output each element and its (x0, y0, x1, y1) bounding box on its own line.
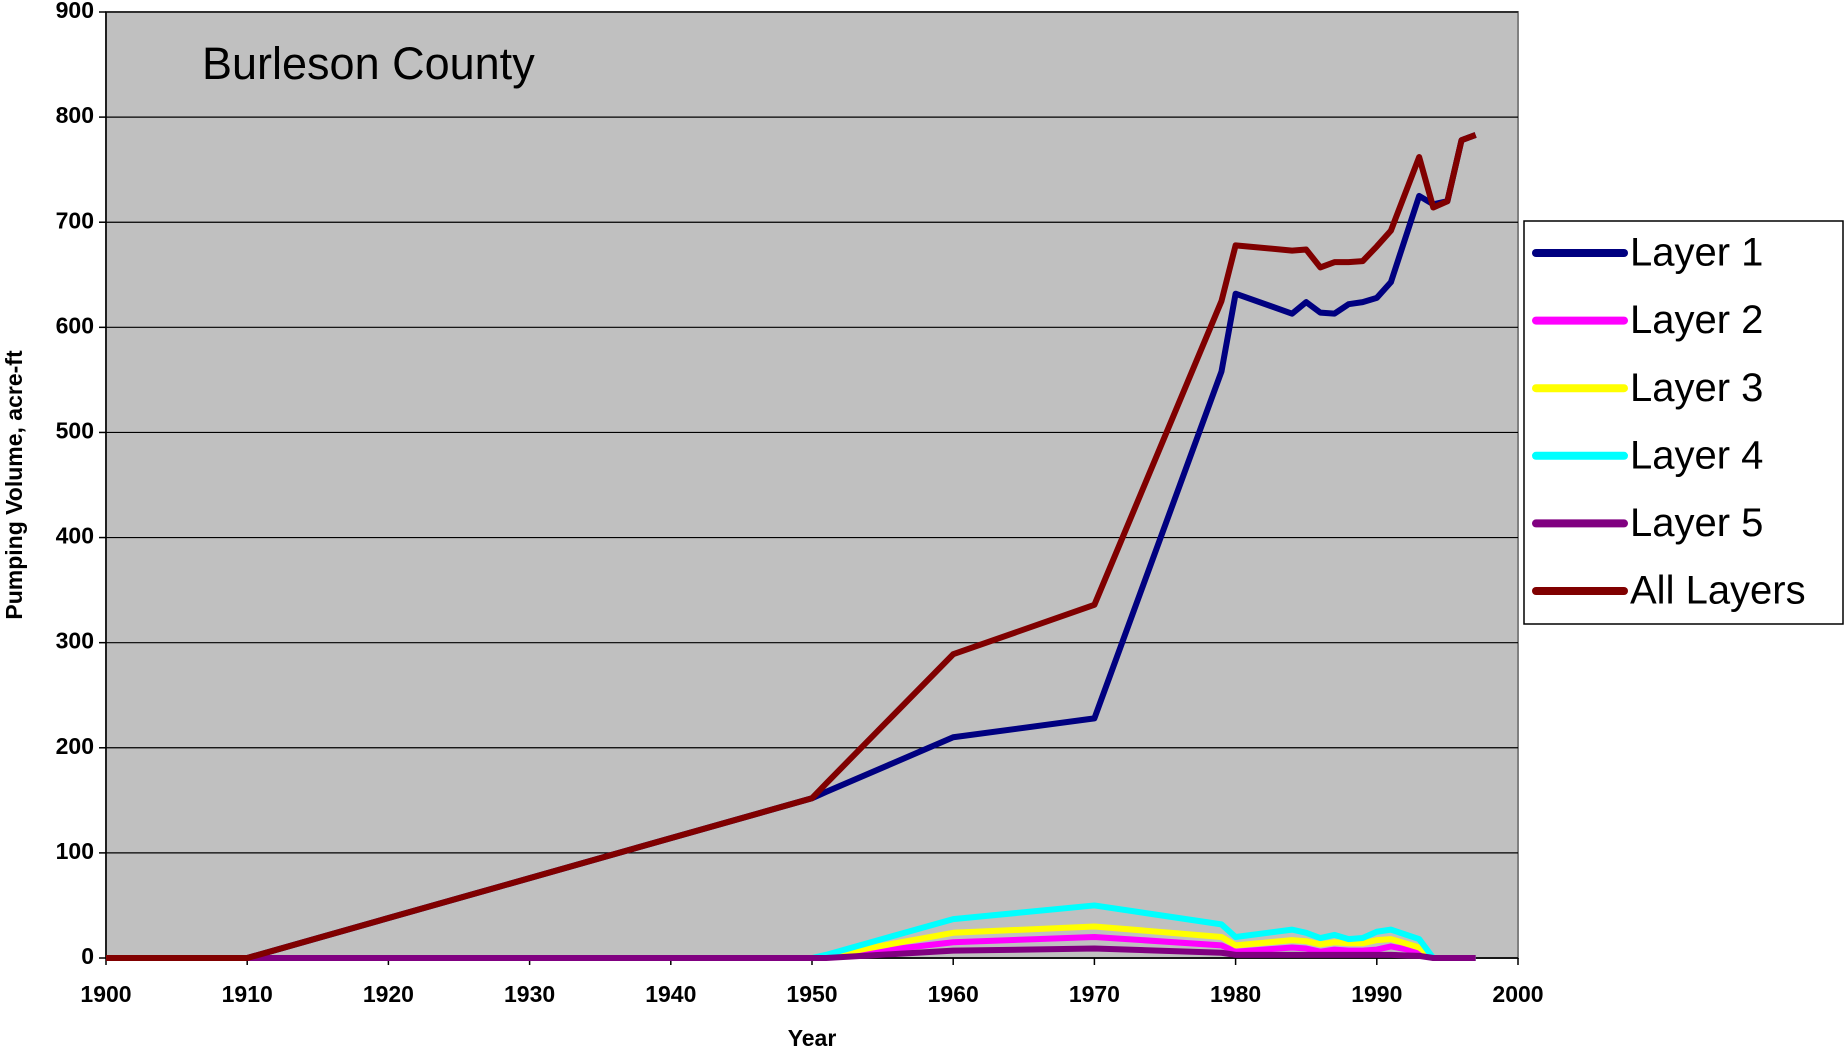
x-tick-label: 1960 (928, 981, 979, 1007)
y-tick-label: 900 (56, 0, 94, 23)
legend-box (1523, 220, 1844, 625)
legend-label: All Layers (1630, 569, 1806, 613)
series-line (106, 902, 1476, 961)
y-tick-label: 200 (56, 733, 94, 759)
x-tick-label: 1920 (363, 981, 414, 1007)
x-tick-label: 1980 (1210, 981, 1261, 1007)
x-axis-label: Year (788, 1025, 837, 1051)
series-line (106, 945, 1476, 961)
x-tick-label: 1990 (1351, 981, 1402, 1007)
legend-label: Layer 3 (1630, 366, 1763, 410)
x-tick-label: 1930 (504, 981, 555, 1007)
x-tick-label: 1900 (80, 981, 131, 1007)
y-tick-label: 100 (56, 838, 94, 864)
y-tick-label: 800 (56, 102, 94, 128)
y-tick-label: 500 (56, 418, 94, 444)
y-tick-label: 600 (56, 312, 94, 338)
x-tick-label: 1910 (222, 981, 273, 1007)
legend-label: Layer 2 (1630, 298, 1763, 342)
y-tick-label: 700 (56, 207, 94, 233)
legend-label: Layer 1 (1630, 231, 1763, 275)
x-tick-label: 1970 (1069, 981, 1120, 1007)
series-line (106, 132, 1477, 961)
y-tick-label: 0 (81, 943, 94, 969)
y-tick-label: 300 (56, 628, 94, 654)
y-tick-label: 400 (56, 523, 94, 549)
legend-label: Layer 4 (1630, 433, 1763, 477)
chart-title: Burleson County (202, 38, 535, 89)
y-axis-label: Pumping Volume, acre-ft (1, 350, 27, 620)
x-tick-label: 1940 (645, 981, 696, 1007)
x-tick-label: 2000 (1492, 981, 1543, 1007)
legend-label: Layer 5 (1630, 501, 1763, 545)
x-tick-label: 1950 (786, 981, 837, 1007)
plot-area (105, 11, 1519, 959)
